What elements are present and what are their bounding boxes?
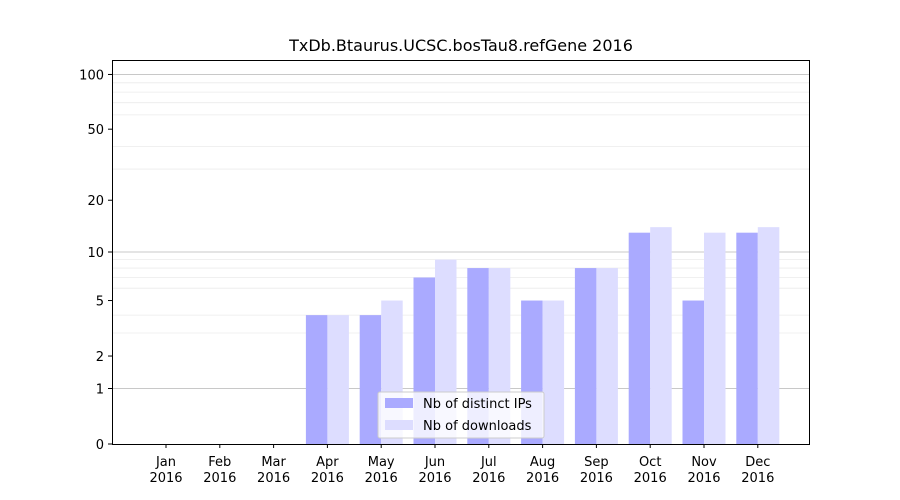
chart-title: TxDb.Btaurus.UCSC.bosTau8.refGene 2016 [288, 36, 633, 55]
x-tick-label-month: Aug [530, 455, 555, 470]
x-tick-label-month: Oct [639, 455, 661, 470]
x-tick-label-year: 2016 [257, 471, 290, 486]
legend-swatch-distinct-ips [385, 398, 413, 408]
x-tick-label-month: Jul [480, 455, 497, 470]
y-tick-label: 0 [96, 438, 104, 453]
bar [359, 315, 382, 444]
y-tick-label: 10 [87, 246, 104, 261]
y-tick-label: 100 [79, 68, 104, 83]
bar [327, 315, 349, 444]
bar [542, 300, 565, 444]
x-axis-ticks: Jan2016Feb2016Mar2016Apr2016May2016Jun20… [149, 444, 774, 486]
x-tick-label-year: 2016 [741, 471, 774, 486]
x-tick-label-year: 2016 [203, 471, 236, 486]
x-tick-label-year: 2016 [526, 471, 559, 486]
bar [596, 268, 618, 444]
bar [650, 227, 672, 444]
legend: Nb of distinct IPs Nb of downloads [377, 391, 545, 439]
y-axis-ticks: 0 1 2 5 10 20 50 100 [79, 68, 112, 453]
plot-frame [112, 60, 810, 445]
x-tick-label-year: 2016 [580, 471, 613, 486]
x-tick-label-month: Jun [424, 455, 445, 470]
bar [682, 300, 704, 444]
x-tick-label-month: Nov [691, 455, 717, 470]
x-tick-label-year: 2016 [365, 471, 398, 486]
bar [704, 232, 726, 444]
x-tick-label-month: Feb [208, 455, 231, 470]
legend-label-distinct-ips: Nb of distinct IPs [423, 397, 532, 412]
y-tick-label: 20 [87, 194, 104, 209]
legend-box [377, 391, 545, 439]
bar [574, 268, 597, 444]
x-tick-label-year: 2016 [149, 471, 182, 486]
x-tick-label-year: 2016 [311, 471, 344, 486]
y-tick-label: 50 [87, 123, 104, 138]
x-tick-label-month: Mar [261, 455, 286, 470]
x-tick-label-year: 2016 [472, 471, 505, 486]
x-tick-label-year: 2016 [687, 471, 720, 486]
y-tick-label: 2 [96, 350, 104, 365]
y-tick-label: 1 [96, 382, 104, 397]
x-tick-label-year: 2016 [634, 471, 667, 486]
x-tick-label-year: 2016 [418, 471, 451, 486]
x-tick-label-month: Sep [584, 455, 609, 470]
legend-swatch-downloads [385, 420, 413, 430]
bar [736, 232, 758, 444]
x-tick-label-month: Dec [745, 455, 770, 470]
legend-label-downloads: Nb of downloads [423, 419, 532, 434]
y-tick-label: 5 [96, 295, 104, 310]
bar [757, 227, 780, 444]
x-tick-label-month: May [368, 455, 395, 470]
x-tick-label-month: Apr [316, 455, 339, 470]
x-tick-label-month: Jan [155, 455, 176, 470]
bar [305, 315, 328, 444]
bar [628, 232, 651, 444]
